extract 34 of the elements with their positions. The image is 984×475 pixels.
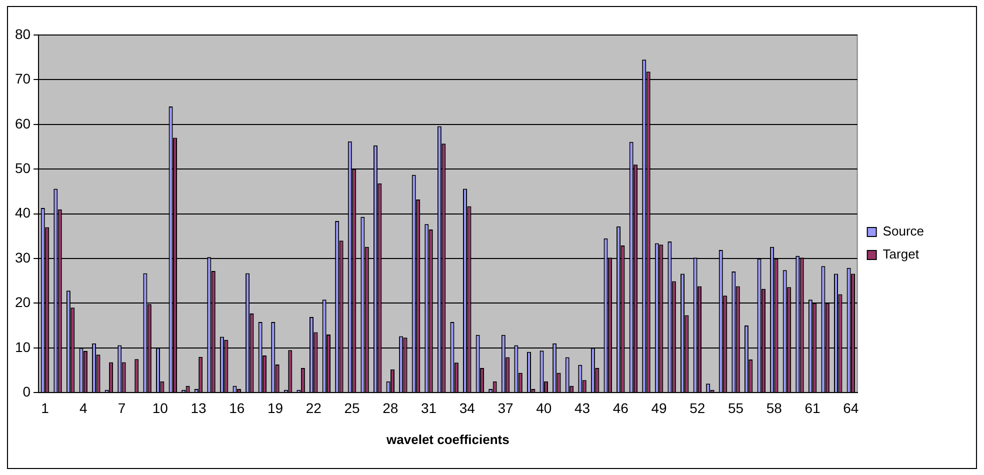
legend-label: Target xyxy=(882,246,920,262)
y-tick-label: 0 xyxy=(22,383,31,400)
y-tick-label: 20 xyxy=(14,294,31,310)
x-tick-label: 49 xyxy=(651,400,668,416)
x-axis-title: wavelet coefficients xyxy=(386,432,510,447)
y-tick-label: 80 xyxy=(14,26,31,42)
x-tick-label: 25 xyxy=(344,400,360,416)
x-tick-label: 13 xyxy=(190,400,206,416)
x-tick-label: 1 xyxy=(41,400,50,416)
x-tick-label: 61 xyxy=(804,400,821,416)
x-tick-label: 31 xyxy=(420,400,437,416)
x-tick-label: 58 xyxy=(766,400,782,416)
x-tick-label: 19 xyxy=(267,400,284,416)
y-tick-label: 30 xyxy=(14,249,31,266)
x-tick-label: 28 xyxy=(382,400,398,416)
x-tick-label: 40 xyxy=(536,400,552,416)
x-tick-label: 10 xyxy=(152,400,168,416)
x-tick-label: 55 xyxy=(728,400,744,416)
x-tick-label: 34 xyxy=(459,400,476,416)
y-tick-label: 70 xyxy=(14,70,31,87)
x-tick-label: 4 xyxy=(79,400,88,416)
y-tick-label: 10 xyxy=(14,338,31,355)
y-tick-label: 40 xyxy=(14,204,31,221)
x-tick-label: 43 xyxy=(574,400,590,416)
x-tick-label: 37 xyxy=(498,400,514,416)
x-tick-label: 7 xyxy=(118,400,126,416)
x-tick-label: 46 xyxy=(612,400,629,416)
legend-label: Source xyxy=(882,224,924,239)
x-tick-label: 52 xyxy=(690,400,706,416)
x-tick-label: 64 xyxy=(843,400,859,416)
x-tick-label: 22 xyxy=(306,400,322,416)
x-tick-label: 16 xyxy=(229,400,245,416)
y-tick-label: 50 xyxy=(14,160,31,176)
y-tick-label: 60 xyxy=(14,115,31,132)
